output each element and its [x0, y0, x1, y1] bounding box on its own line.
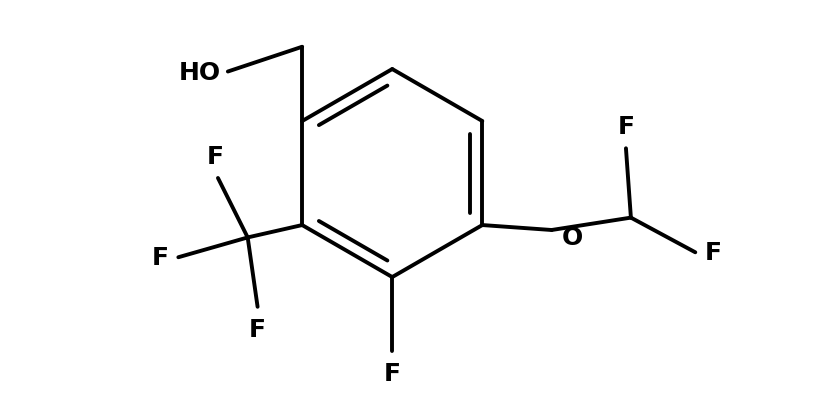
Text: F: F: [384, 362, 400, 385]
Text: F: F: [249, 317, 266, 341]
Text: HO: HO: [178, 61, 220, 84]
Text: F: F: [152, 246, 168, 270]
Text: F: F: [706, 241, 722, 265]
Text: F: F: [617, 115, 635, 139]
Text: O: O: [561, 226, 583, 250]
Text: F: F: [207, 145, 224, 169]
